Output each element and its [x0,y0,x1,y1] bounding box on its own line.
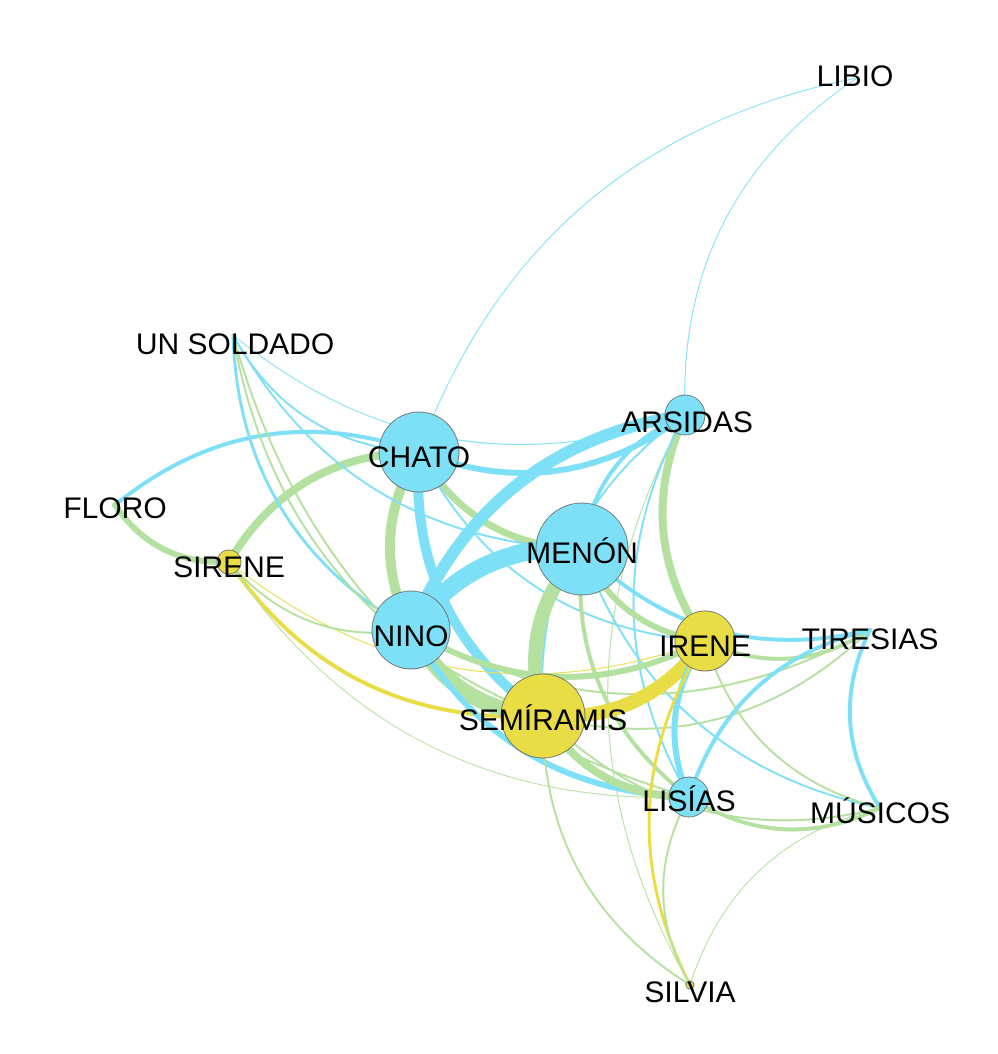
node-label-chato: CHATO [368,441,470,474]
node-label-menon: MENÓN [526,537,638,570]
edge-semiramis-silvia [541,715,691,986]
edge-irene-musicos [704,640,881,809]
node-semiramis [500,673,586,759]
node-label-arsidas: ARSIDAS [621,406,753,439]
edge-libio-arsidas [684,77,858,416]
edge-tiresias-lisias [687,628,872,799]
node-label-irene: IRENE [659,630,751,663]
edge-un_soldado-semiramis [232,334,544,717]
node-irene [674,610,736,672]
node-label-un_soldado: UN SOLDADO [136,328,334,361]
edge-arsidas-lisias [632,414,690,798]
node-arsidas [664,394,706,436]
node-label-silvia: SILVIA [644,976,735,1009]
edge-lisias-musicos [687,795,882,832]
edge-semiramis-tiresias [542,629,871,730]
node-layer [216,394,736,990]
node-sirene [216,549,242,575]
edge-libio-chato [418,77,858,453]
node-label-musicos: MÚSICOS [810,797,950,830]
edge-sirene-lisias [228,561,690,798]
node-label-tiresias: TIRESIAS [802,623,939,656]
node-label-nino: NINO [374,620,449,653]
edge-chato-irene [418,451,706,642]
node-lisias [668,776,710,818]
edge-arsidas-nino [405,409,691,636]
label-layer: LIBIO UN SOLDADO ARSIDAS CHATO FLORO MENÓN SIR… [63,60,950,1009]
node-silvia [685,980,695,990]
edge-musicos-silvia [689,807,881,986]
node-label-sirene: SIRENE [173,551,285,584]
node-label-libio: LIBIO [817,60,894,93]
node-menon [535,502,629,596]
node-chato [378,411,460,493]
edge-arsidas-irene [658,411,709,645]
node-nino [371,590,451,670]
edge-un_soldado-menon [232,334,583,550]
edge-floro-sirene [112,502,232,566]
edge-tiresias-musicos [847,628,882,810]
edge-lisias-silvia [662,796,691,986]
edge-sirene-semiramis [227,560,545,719]
node-label-lisias: LISÍAS [642,785,735,818]
edge-sirene-irene [228,561,706,675]
edge-layer [112,77,882,987]
edge-un_soldado-nino [231,333,413,632]
node-label-semiramis: SEMÍRAMIS [459,704,627,737]
node-label-floro: FLORO [63,492,166,525]
edge-menon-musicos [581,548,881,809]
